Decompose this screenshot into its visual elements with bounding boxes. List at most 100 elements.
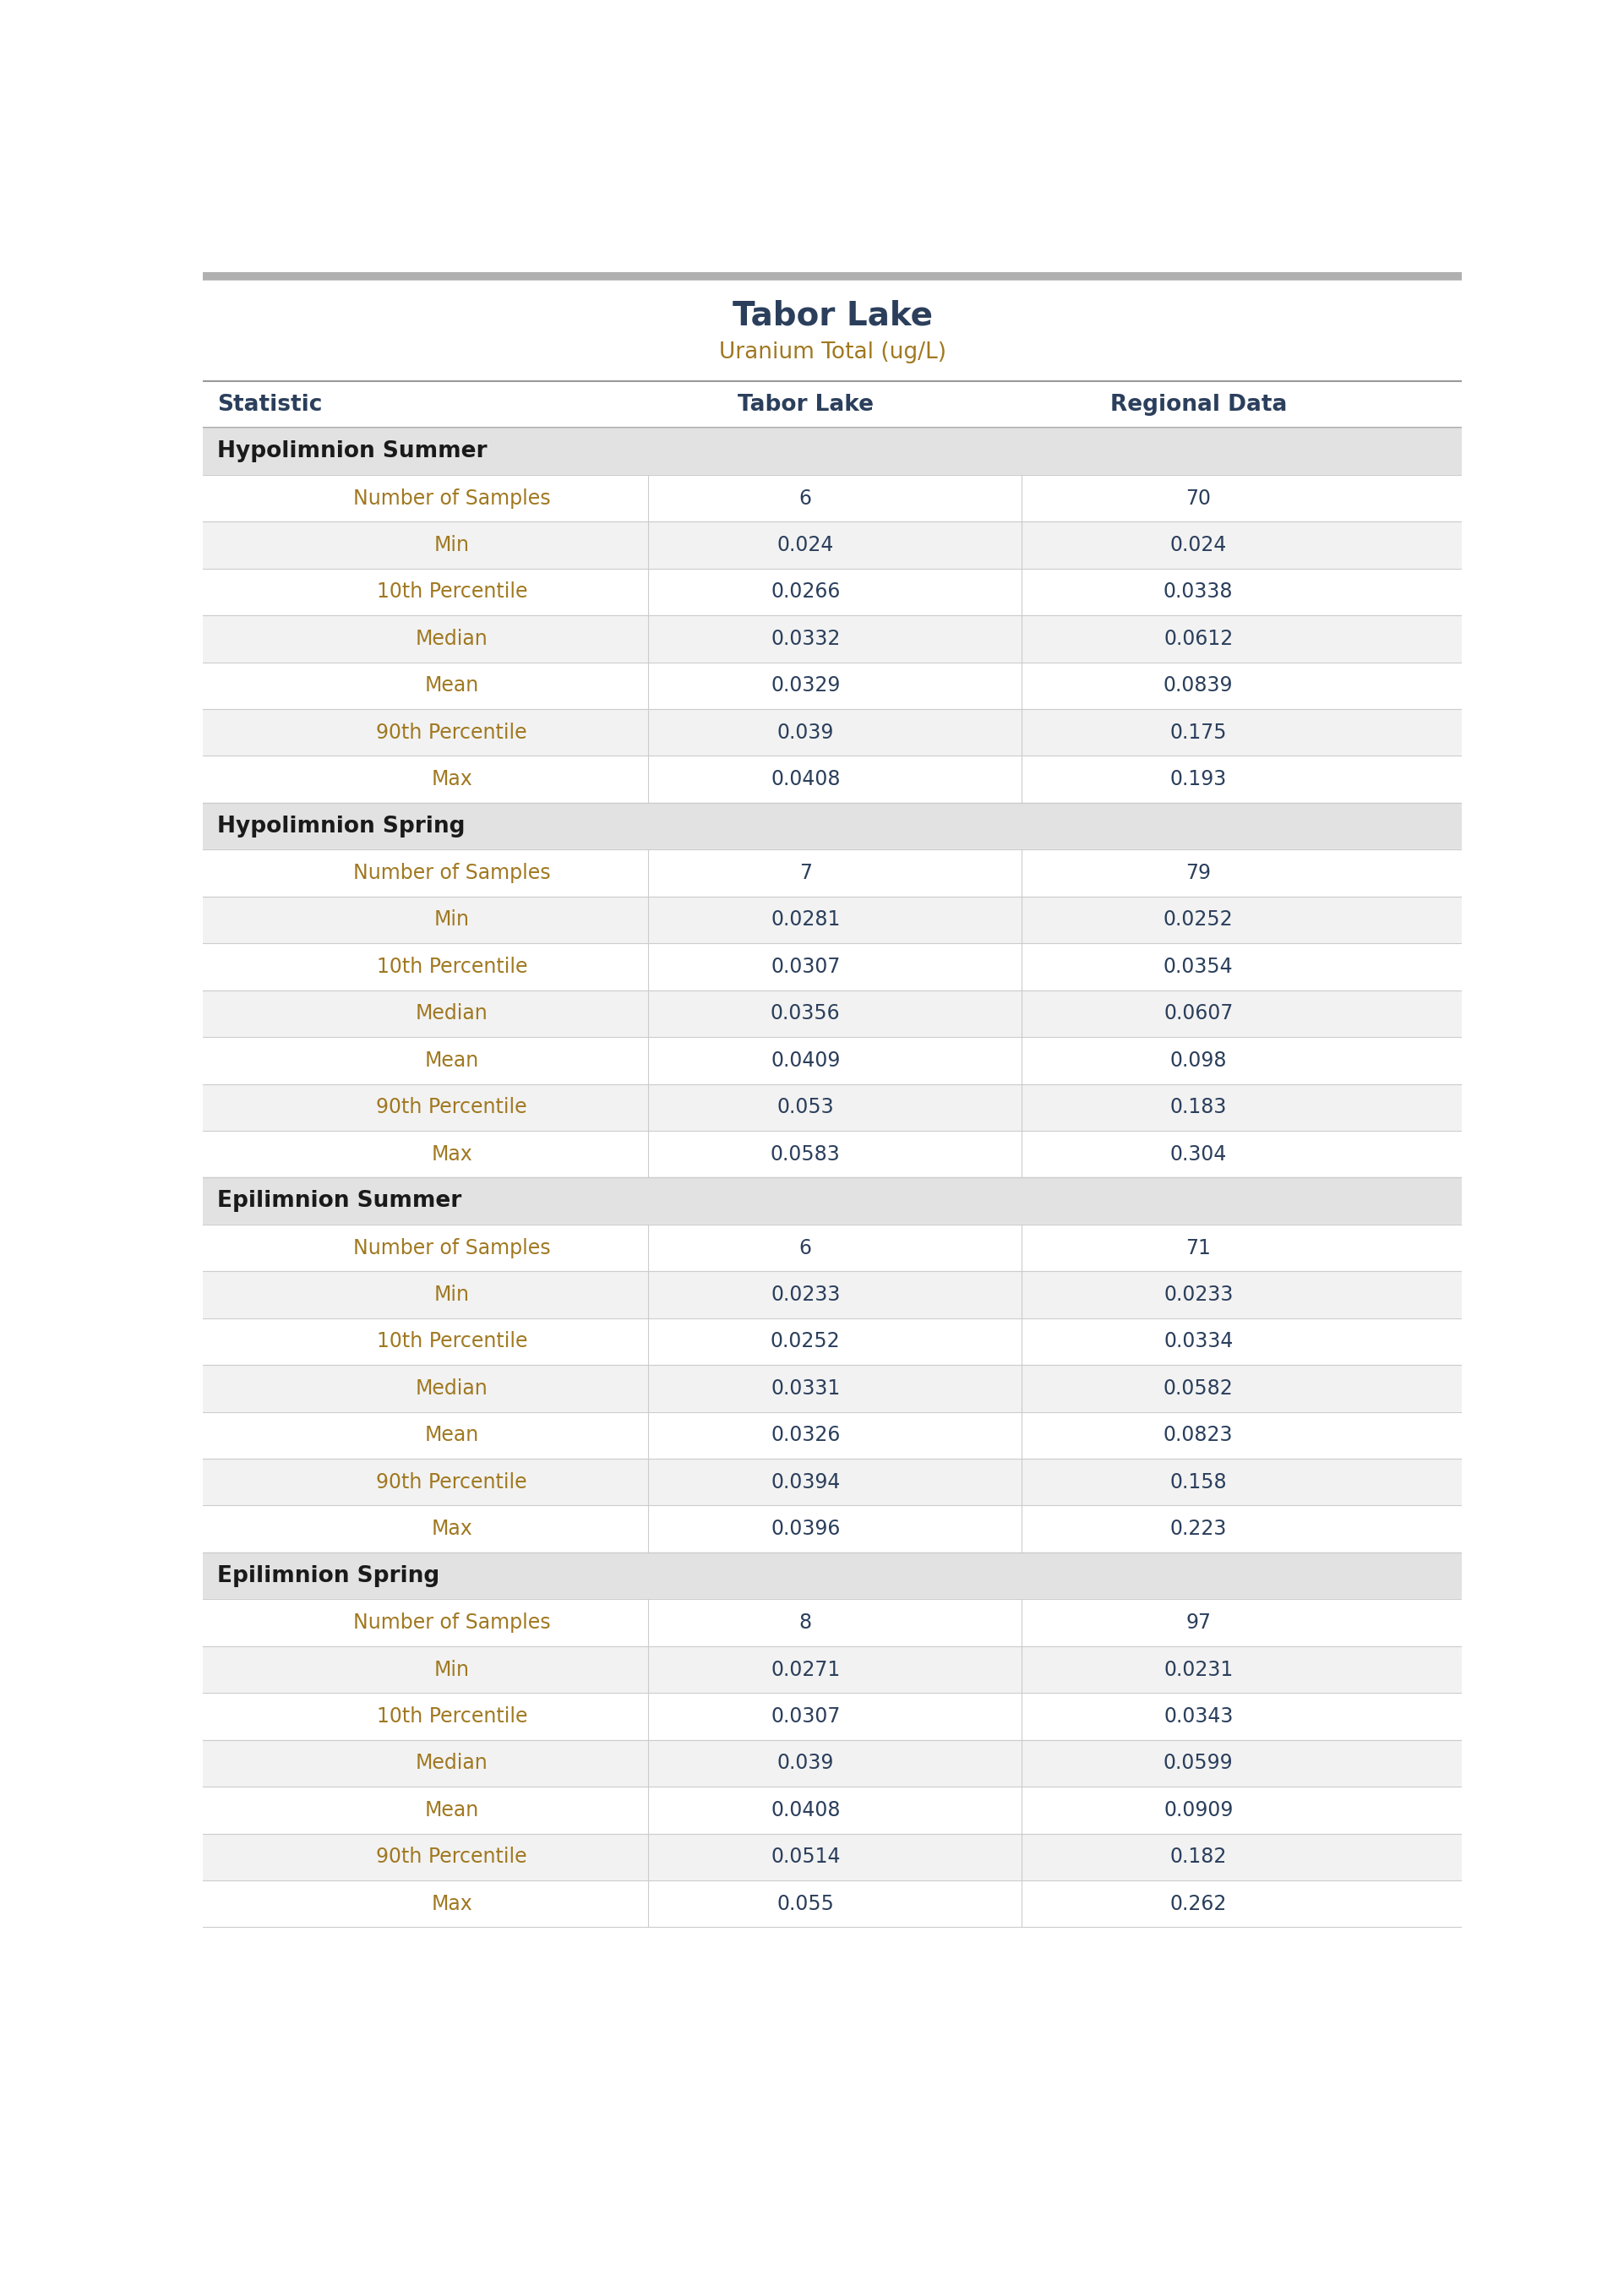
Bar <box>203 1271 1462 1319</box>
Text: Epilimnion Summer: Epilimnion Summer <box>218 1189 461 1212</box>
Bar <box>203 1880 1462 1927</box>
Text: 0.0599: 0.0599 <box>1163 1752 1233 1773</box>
Text: Max: Max <box>432 1144 473 1165</box>
Text: 0.0354: 0.0354 <box>1163 956 1233 976</box>
Bar <box>203 429 1462 474</box>
Text: Uranium Total (ug/L): Uranium Total (ug/L) <box>719 343 945 363</box>
Text: Mean: Mean <box>425 1051 479 1071</box>
Text: 0.0839: 0.0839 <box>1163 676 1233 697</box>
Text: 0.182: 0.182 <box>1169 1848 1226 1868</box>
Text: 0.0909: 0.0909 <box>1163 1800 1233 1821</box>
Text: 79: 79 <box>1186 863 1212 883</box>
Bar <box>203 756 1462 804</box>
Text: 0.223: 0.223 <box>1169 1519 1226 1539</box>
Text: 0.0271: 0.0271 <box>771 1659 840 1680</box>
Text: 0.0331: 0.0331 <box>771 1378 840 1398</box>
Text: 0.0231: 0.0231 <box>1164 1659 1233 1680</box>
Text: 0.0514: 0.0514 <box>771 1848 840 1868</box>
Text: 6: 6 <box>799 1237 812 1258</box>
Text: Min: Min <box>434 1285 469 1305</box>
Text: 0.304: 0.304 <box>1169 1144 1226 1165</box>
Text: 0.0307: 0.0307 <box>771 956 840 976</box>
Text: 0.039: 0.039 <box>776 722 833 742</box>
Text: 0.0338: 0.0338 <box>1163 581 1233 602</box>
Text: 0.0583: 0.0583 <box>770 1144 840 1165</box>
Text: Min: Min <box>434 910 469 931</box>
Text: 0.0281: 0.0281 <box>771 910 840 931</box>
Text: 90th Percentile: 90th Percentile <box>377 1096 528 1117</box>
Bar <box>203 849 1462 897</box>
Text: Hypolimnion Spring: Hypolimnion Spring <box>218 815 466 838</box>
Text: 0.0408: 0.0408 <box>771 770 840 790</box>
Text: 0.0233: 0.0233 <box>1163 1285 1233 1305</box>
Text: 10th Percentile: 10th Percentile <box>377 956 528 976</box>
Text: 0.158: 0.158 <box>1169 1471 1226 1491</box>
Bar <box>203 1834 1462 1880</box>
Bar <box>203 944 1462 990</box>
Text: Number of Samples: Number of Samples <box>352 863 551 883</box>
Text: Max: Max <box>432 1519 473 1539</box>
Text: 0.262: 0.262 <box>1169 1893 1226 1914</box>
Bar <box>203 615 1462 663</box>
Bar <box>203 1037 1462 1083</box>
Text: 10th Percentile: 10th Percentile <box>377 1707 528 1727</box>
Text: Max: Max <box>432 770 473 790</box>
Bar <box>203 897 1462 944</box>
Bar <box>203 990 1462 1037</box>
Text: 0.0252: 0.0252 <box>1163 910 1233 931</box>
Text: Number of Samples: Number of Samples <box>352 1237 551 1258</box>
Text: Tabor Lake: Tabor Lake <box>737 393 874 415</box>
Bar <box>203 663 1462 708</box>
Text: 0.0582: 0.0582 <box>1163 1378 1233 1398</box>
Text: 0.0233: 0.0233 <box>771 1285 840 1305</box>
Text: 0.0252: 0.0252 <box>770 1332 840 1351</box>
Text: Number of Samples: Number of Samples <box>352 1612 551 1632</box>
Text: Min: Min <box>434 1659 469 1680</box>
Text: 6: 6 <box>799 488 812 508</box>
Text: Regional Data: Regional Data <box>1109 393 1286 415</box>
Text: 0.0356: 0.0356 <box>770 1003 840 1024</box>
Text: Mean: Mean <box>425 1800 479 1821</box>
Text: 71: 71 <box>1186 1237 1212 1258</box>
Bar <box>203 804 1462 849</box>
Text: 0.0307: 0.0307 <box>771 1707 840 1727</box>
Bar <box>203 1083 1462 1130</box>
Bar <box>203 708 1462 756</box>
Bar <box>203 1319 1462 1364</box>
Text: 0.0408: 0.0408 <box>771 1800 840 1821</box>
Text: 7: 7 <box>799 863 812 883</box>
Bar <box>203 1600 1462 1646</box>
Text: 0.0334: 0.0334 <box>1163 1332 1233 1351</box>
Text: 0.039: 0.039 <box>776 1752 833 1773</box>
Text: Mean: Mean <box>425 676 479 697</box>
Text: Tabor Lake: Tabor Lake <box>732 300 932 331</box>
Bar <box>203 1739 1462 1786</box>
Bar <box>203 381 1462 429</box>
Text: 0.0823: 0.0823 <box>1163 1426 1233 1446</box>
Bar <box>203 522 1462 568</box>
Text: 10th Percentile: 10th Percentile <box>377 581 528 602</box>
Text: 0.0332: 0.0332 <box>771 629 840 649</box>
Text: Statistic: Statistic <box>218 393 323 415</box>
Bar <box>203 568 1462 615</box>
Text: Median: Median <box>416 629 489 649</box>
Text: Min: Min <box>434 536 469 556</box>
Bar <box>203 279 1462 381</box>
Bar <box>203 1130 1462 1178</box>
Text: 0.0394: 0.0394 <box>771 1471 840 1491</box>
Text: Max: Max <box>432 1893 473 1914</box>
Bar <box>203 474 1462 522</box>
Bar <box>203 1178 1462 1224</box>
Text: 0.0266: 0.0266 <box>771 581 840 602</box>
Text: 0.0329: 0.0329 <box>771 676 840 697</box>
Bar <box>203 1412 1462 1460</box>
Text: Hypolimnion Summer: Hypolimnion Summer <box>218 440 487 463</box>
Text: 0.183: 0.183 <box>1169 1096 1226 1117</box>
Text: 70: 70 <box>1186 488 1212 508</box>
Text: 0.0409: 0.0409 <box>771 1051 840 1071</box>
Text: 0.0396: 0.0396 <box>771 1519 840 1539</box>
Text: 0.053: 0.053 <box>776 1096 835 1117</box>
Bar <box>203 272 1462 279</box>
Text: 0.0607: 0.0607 <box>1163 1003 1233 1024</box>
Text: Epilimnion Spring: Epilimnion Spring <box>218 1564 440 1587</box>
